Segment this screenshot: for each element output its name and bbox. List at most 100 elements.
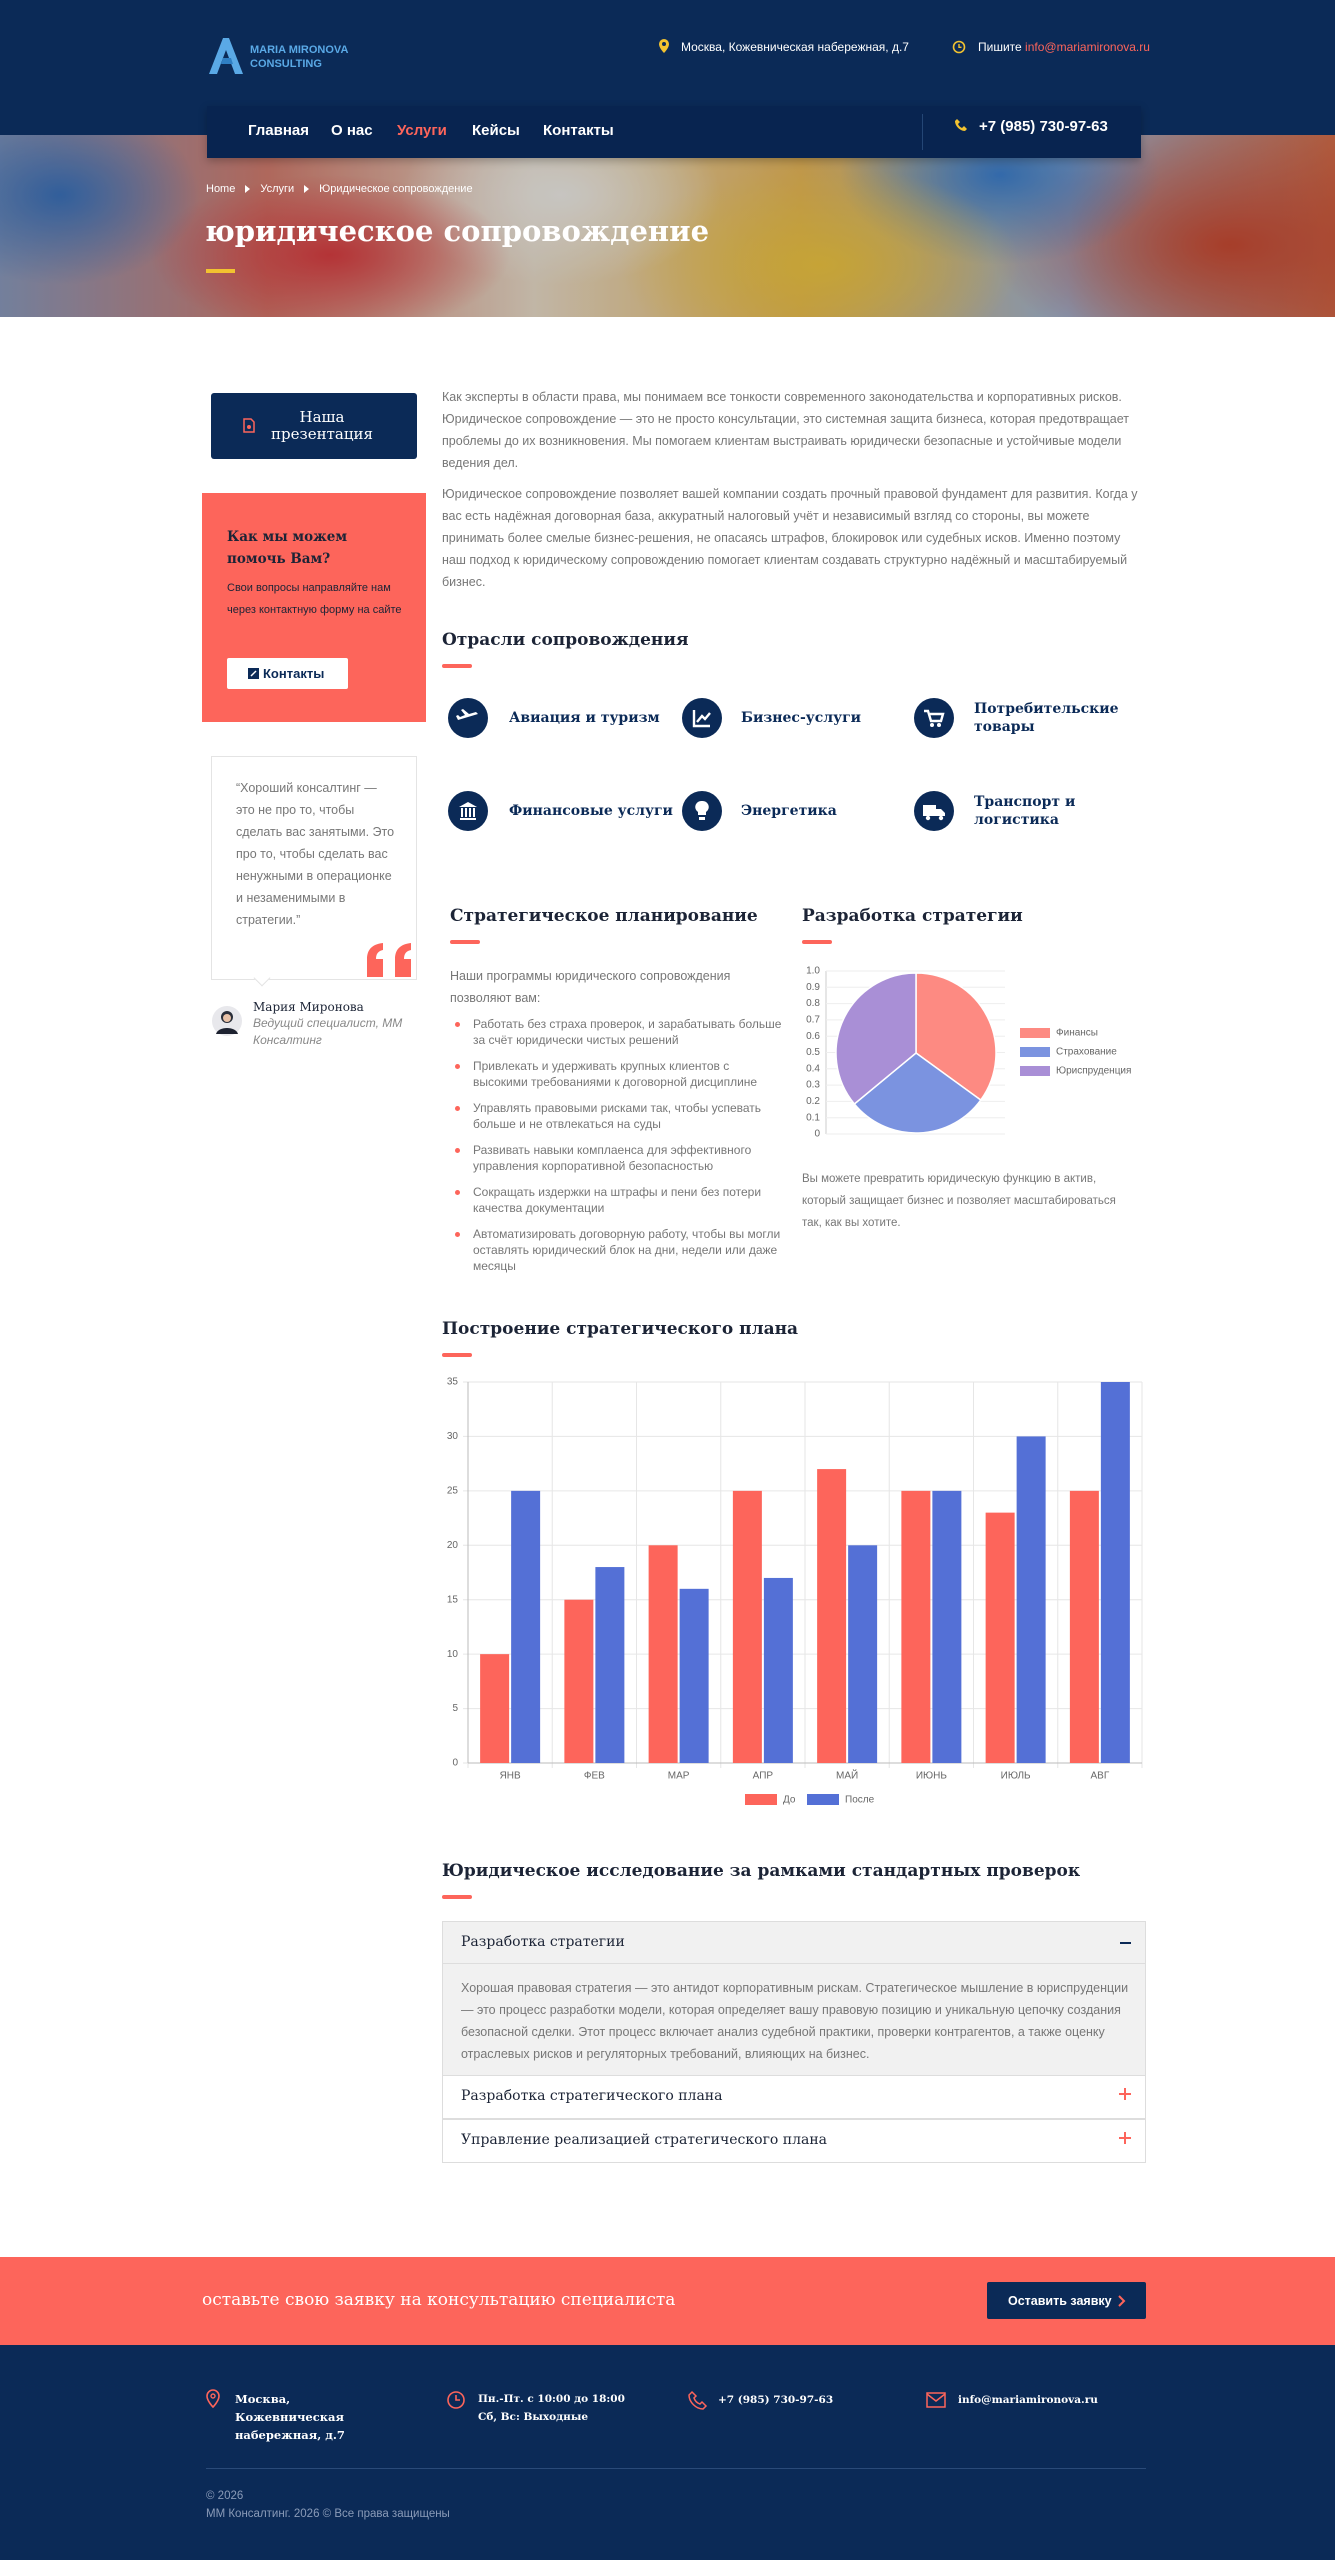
pin-icon bbox=[659, 39, 669, 53]
breadcrumb[interactable]: Услуги bbox=[260, 183, 295, 195]
copyright: ММ Консалтинг. 2026 © Все права защищены bbox=[206, 2508, 450, 2520]
presentation-button[interactable] bbox=[211, 393, 417, 459]
cta-button[interactable] bbox=[987, 2282, 1146, 2319]
title-underline bbox=[802, 940, 832, 944]
industry-icon bbox=[914, 791, 954, 831]
footer-hours: Пн.-Пт. с 10:00 до 18:00 bbox=[478, 2393, 625, 2405]
nav-link-active[interactable]: Услуги bbox=[397, 122, 447, 139]
section-title: Отрасли сопровождения bbox=[442, 630, 689, 650]
x-tick-label: АПР bbox=[753, 1771, 774, 1782]
breadcrumb-sep bbox=[304, 185, 310, 193]
help-button[interactable] bbox=[227, 658, 348, 689]
bar bbox=[595, 1567, 625, 1763]
planning-item: Автоматизировать договорную работу, чтоб… bbox=[452, 1226, 782, 1274]
pie-slice bbox=[853, 1052, 982, 1134]
x-tick-label: ИЮЛЬ bbox=[1001, 1771, 1031, 1782]
planning-item: Управлять правовыми рисками так, чтобы у… bbox=[452, 1100, 782, 1132]
y-tick-label: 30 bbox=[447, 1431, 459, 1442]
paragraph: Как эксперты в области права, мы понимае… bbox=[442, 390, 1130, 470]
legend-swatch bbox=[745, 1794, 777, 1805]
y-tick-label: 15 bbox=[447, 1594, 459, 1605]
title-underline bbox=[442, 1353, 472, 1357]
planning-item: Сокращать издержки на штрафы и пени без … bbox=[452, 1184, 782, 1216]
cta-button-label: Оставить заявку bbox=[1008, 2294, 1112, 2308]
accordion-title[interactable]: Разработка стратегии bbox=[461, 1934, 625, 1950]
accordion-item: Разработка стратегического плана bbox=[442, 2075, 1146, 2119]
bar-chart: 0 5 10 15 20 25 30 35 ЯНВ ФЕВ МАР АПР МАЙ ИЮНЬ ИЮЛЬ АВГ… bbox=[447, 1377, 1143, 1806]
strategy-text: Вы можете превратить юридическую функцию… bbox=[802, 1173, 1116, 1229]
industry-label: Авиация и туризм bbox=[509, 710, 660, 726]
planning-item: Привлекать и удерживать крупных клиентов… bbox=[452, 1058, 782, 1090]
section-title: Юридическое исследование за рамками стан… bbox=[442, 1861, 1081, 1881]
bar bbox=[817, 1469, 847, 1763]
x-tick-label: ЯНВ bbox=[500, 1771, 521, 1782]
y-tick-label: 0.2 bbox=[806, 1096, 820, 1107]
nav-link[interactable]: Кейсы bbox=[472, 122, 520, 139]
planning-list: Работать без страха проверок, и зарабаты… bbox=[452, 1016, 782, 1284]
y-tick-label: 0.4 bbox=[806, 1063, 820, 1074]
industry-label: Энергетика bbox=[741, 803, 837, 819]
hero-bg bbox=[0, 135, 1335, 317]
cta-arrow bbox=[1118, 2295, 1126, 2307]
nav-bar bbox=[207, 106, 1141, 158]
footer-mail-icon bbox=[926, 2392, 946, 2408]
accordion-title[interactable]: Разработка стратегического плана bbox=[461, 2088, 723, 2104]
x-tick-label: МАЙ bbox=[836, 1769, 858, 1782]
bar bbox=[679, 1588, 709, 1763]
quote-name: Мария Миронова bbox=[253, 1000, 364, 1014]
industry-icon bbox=[682, 791, 722, 831]
copyright: © 2026 bbox=[206, 2490, 244, 2502]
planning-item: Работать без страха проверок, и зарабаты… bbox=[452, 1016, 782, 1048]
footer-pin bbox=[206, 2389, 220, 2409]
nav-link[interactable]: Контакты bbox=[543, 122, 614, 139]
footer-phone-icon bbox=[688, 2390, 708, 2410]
footer-phone: +7 (985) 730-97-63 bbox=[718, 2394, 834, 2406]
accordion-title[interactable]: Управление реализацией стратегического п… bbox=[461, 2132, 828, 2148]
phone-icon bbox=[955, 119, 967, 131]
quote-mark bbox=[367, 943, 411, 977]
breadcrumbs: Home Услуги Юридическое сопровождение bbox=[206, 183, 473, 195]
industry-label: Бизнес-услуги bbox=[741, 710, 862, 726]
accordion-toggle bbox=[1119, 2088, 1131, 2100]
bar bbox=[848, 1545, 878, 1763]
industry-label: Транспорт и логистика bbox=[974, 794, 1076, 828]
industry-label: Финансовые услуги bbox=[509, 803, 673, 819]
bar bbox=[511, 1490, 541, 1763]
bar bbox=[648, 1545, 678, 1763]
y-tick-label: 1.0 bbox=[806, 966, 820, 977]
hero-overlay bbox=[0, 135, 1335, 317]
legend-swatch bbox=[807, 1794, 839, 1805]
legend-swatch bbox=[1020, 1047, 1050, 1057]
contact-icon bbox=[248, 668, 259, 679]
industry-icon bbox=[914, 698, 954, 738]
y-tick-label: 0 bbox=[814, 1129, 820, 1140]
logo-text-2: CONSULTING bbox=[250, 58, 322, 70]
quote-box bbox=[211, 756, 417, 980]
legend-swatch bbox=[1020, 1066, 1050, 1076]
y-tick-label: 0.9 bbox=[806, 982, 820, 993]
header-email[interactable]: info@mariamironova.ru bbox=[1025, 40, 1150, 54]
nav-phone[interactable]: +7 (985) 730-97-63 bbox=[979, 118, 1108, 135]
y-tick-label: 0.1 bbox=[806, 1112, 820, 1123]
clock-icon bbox=[952, 40, 966, 54]
y-tick-label: 0.3 bbox=[806, 1080, 820, 1091]
nav-link[interactable]: О нас bbox=[331, 122, 373, 139]
title-underline bbox=[450, 940, 480, 944]
section-title: Построение стратегического плана bbox=[442, 1319, 799, 1339]
y-tick-label: 5 bbox=[452, 1703, 458, 1714]
accordion-divider bbox=[443, 1963, 1145, 1964]
legend-label: Финансы bbox=[1056, 1028, 1098, 1039]
y-tick-label: 0.5 bbox=[806, 1047, 820, 1058]
breadcrumb-sep bbox=[245, 185, 251, 193]
legend-swatch bbox=[1020, 1028, 1050, 1038]
industry-icon bbox=[682, 698, 722, 738]
pie-slice bbox=[835, 972, 917, 1106]
accordion-item-open: Разработка стратегии Хорошая правовая ст… bbox=[442, 1921, 1146, 2076]
industry-icon bbox=[448, 791, 488, 831]
hero-underline bbox=[206, 269, 235, 273]
breadcrumb[interactable]: Home bbox=[206, 183, 236, 195]
nav-link[interactable]: Главная bbox=[248, 122, 310, 139]
footer-divider bbox=[206, 2468, 1146, 2469]
quote-text: “Хороший консалтинг — это не про то, что… bbox=[236, 781, 395, 927]
footer-email[interactable]: info@mariamironova.ru bbox=[958, 2394, 1098, 2406]
